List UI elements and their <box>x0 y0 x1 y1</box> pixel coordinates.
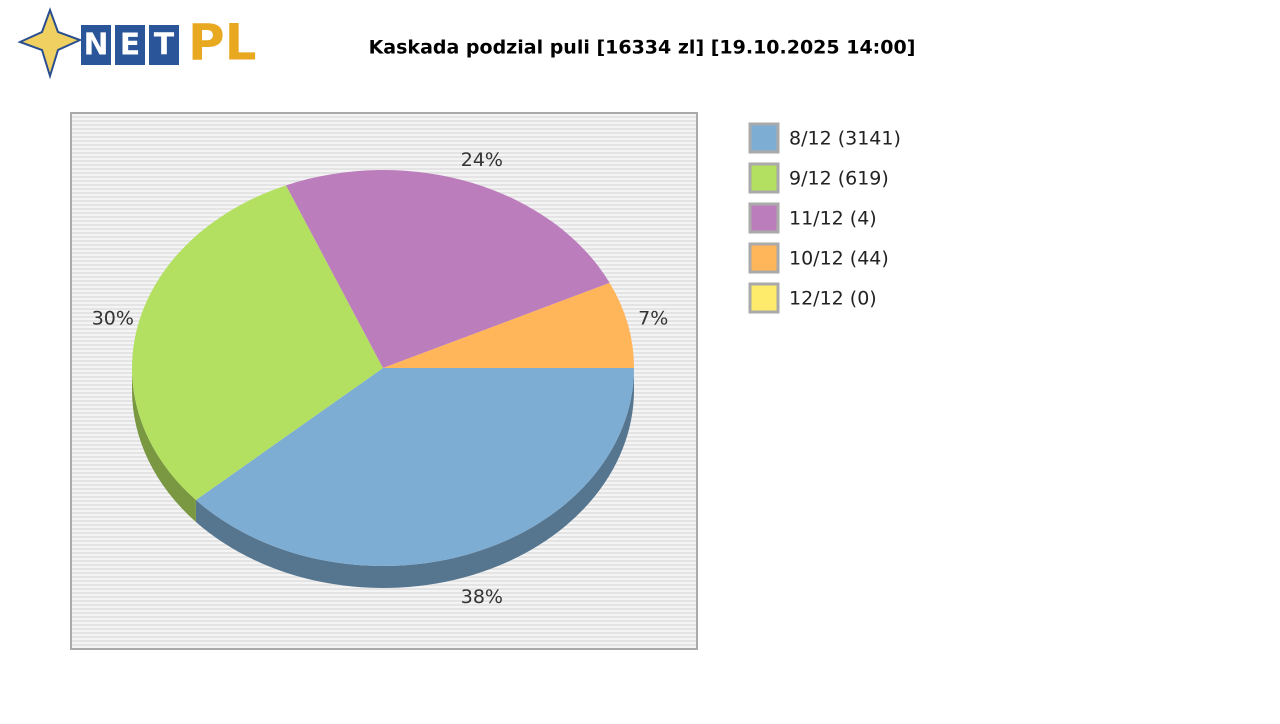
legend: 8/12 (3141) 9/12 (619) 11/12 (4) 10/12 (44)… <box>748 122 901 314</box>
logo-box <box>149 25 179 65</box>
pie-side <box>195 368 634 589</box>
data-label: 24% <box>461 149 503 171</box>
legend-label: 12/12 (0) <box>789 288 877 310</box>
pie-slice <box>383 282 634 368</box>
pie-side <box>132 368 196 523</box>
pie-slice <box>132 185 383 501</box>
pie-slice <box>286 170 610 368</box>
logo-box <box>115 25 145 65</box>
legend-swatch <box>748 122 780 154</box>
logo-letter: T <box>154 28 175 63</box>
data-label: 30% <box>92 308 134 330</box>
legend-swatch <box>748 202 780 234</box>
pie: 38% 30% 24% 7% <box>92 149 669 608</box>
logo-box <box>81 25 111 65</box>
logo: N E T PL <box>17 7 257 80</box>
pie-slice <box>195 368 634 566</box>
logo-letter: N <box>83 28 108 63</box>
legend-label: 11/12 (4) <box>789 208 877 230</box>
legend-swatch <box>748 282 780 314</box>
logo-suffix: PL <box>188 14 257 72</box>
legend-label: 9/12 (619) <box>789 168 889 190</box>
legend-swatch <box>748 242 780 274</box>
data-label: 38% <box>461 586 503 608</box>
data-label: 7% <box>638 308 668 330</box>
legend-label: 8/12 (3141) <box>789 128 901 150</box>
chart-title: Kaskada podzial puli [16334 zl] [19.10.2… <box>369 37 916 59</box>
legend-label: 10/12 (44) <box>789 248 889 270</box>
logo-letter: E <box>120 28 141 63</box>
legend-swatch <box>748 162 780 194</box>
logo-star <box>17 7 83 80</box>
